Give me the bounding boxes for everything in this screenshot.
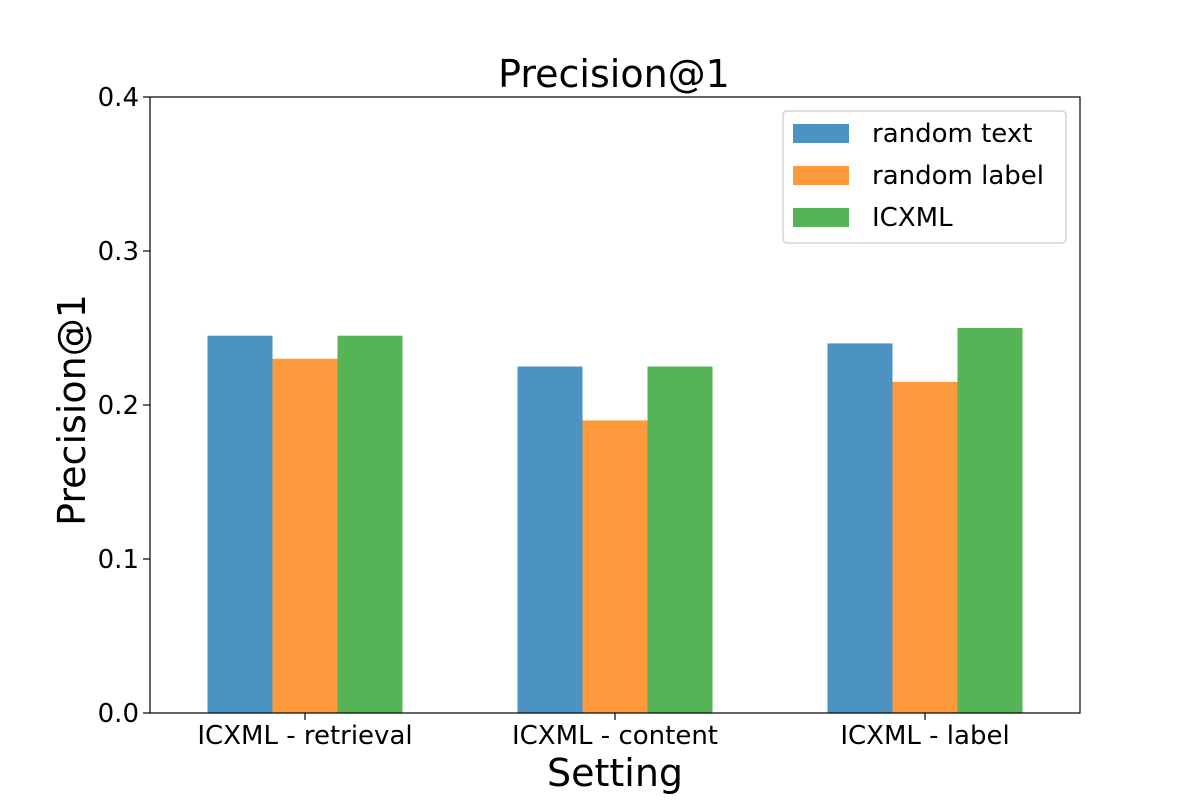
y-axis-label: Precision@1 (50, 294, 94, 526)
y-axis: 0.0 0.1 0.2 0.3 0.4 (98, 83, 150, 729)
bar-random-text-1 (517, 366, 583, 713)
legend: random text random label ICXML (782, 110, 1067, 244)
y-tick-label: 0.4 (98, 83, 139, 113)
legend-items: random text random label ICXML (793, 119, 1044, 233)
legend-label-random-label: random label (872, 161, 1044, 191)
x-axis-label: Setting (547, 751, 683, 795)
y-tick-label: 0.3 (98, 237, 139, 267)
x-axis: ICXML - retrieval ICXML - content ICXML - … (197, 713, 1010, 751)
bars-group (207, 328, 1023, 713)
y-tick-label: 0.2 (98, 391, 139, 421)
legend-swatch-random-text (793, 124, 849, 143)
legend-label-random-text: random text (872, 119, 1032, 149)
bar-icxml-2 (957, 328, 1023, 713)
x-tick-label: ICXML - label (840, 721, 1009, 751)
bar-random-label-2 (892, 381, 958, 713)
y-tick-label: 0.0 (98, 699, 139, 729)
legend-swatch-random-label (793, 166, 849, 185)
bar-icxml-0 (337, 335, 403, 713)
legend-label-icxml: ICXML (872, 203, 953, 233)
chart-title: Precision@1 (498, 52, 730, 96)
bar-random-label-1 (582, 420, 648, 713)
y-tick-label: 0.1 (98, 545, 139, 575)
x-tick-label: ICXML - content (512, 721, 718, 751)
bar-random-text-2 (827, 343, 893, 713)
bar-random-text-0 (207, 335, 273, 713)
bar-random-label-0 (272, 358, 338, 713)
x-tick-label: ICXML - retrieval (197, 721, 412, 751)
legend-swatch-icxml (793, 208, 849, 227)
legend-frame (782, 110, 1067, 244)
bar-icxml-1 (647, 366, 713, 713)
